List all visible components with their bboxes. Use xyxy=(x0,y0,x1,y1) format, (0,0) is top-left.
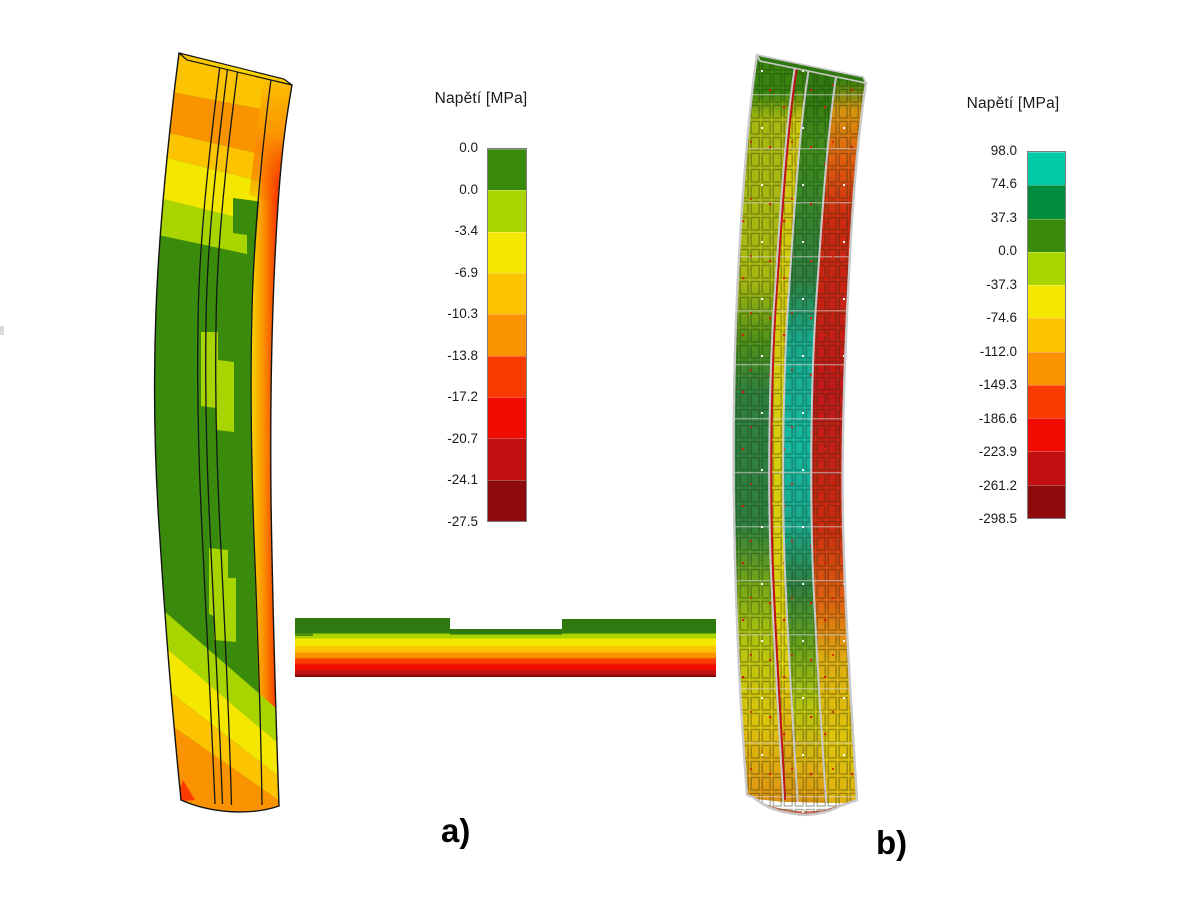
colorbar-b-band xyxy=(1028,185,1065,219)
stress-column-b xyxy=(732,53,868,817)
colorbar-a-tick: -17.2 xyxy=(447,389,478,405)
column-b-top-cap xyxy=(755,53,868,85)
subfigure-label-b: b) xyxy=(876,824,908,861)
colorbar-b-band xyxy=(1028,218,1065,252)
colorbar-a-tick: -10.3 xyxy=(447,306,478,322)
column-b-wireframe xyxy=(732,53,868,817)
colorbar-a-band xyxy=(488,190,526,232)
colorbar-b-band xyxy=(1028,251,1065,286)
colorbar-a-band xyxy=(488,396,526,439)
column-a-contours xyxy=(154,53,293,812)
legend-b-title: Napětí [MPa] xyxy=(966,95,1060,112)
legend-a-title: Napětí [MPa] xyxy=(434,90,528,107)
colorbar-b-band xyxy=(1028,484,1065,518)
column-b-red-rebar-line xyxy=(770,67,798,801)
colorbar-a-band xyxy=(488,355,526,397)
legend-b-colorbar xyxy=(1027,151,1066,519)
colorbar-b-tick: -149.3 xyxy=(978,377,1017,393)
colorbar-a-band xyxy=(488,149,526,191)
stray-edge-mark xyxy=(0,326,4,335)
colorbar-b-band xyxy=(1028,384,1065,419)
colorbar-b-tick: -37.3 xyxy=(986,276,1017,292)
colorbar-a-tick: -27.5 xyxy=(447,514,478,529)
colorbar-a-tick: -13.8 xyxy=(447,347,478,363)
colorbar-b-band xyxy=(1028,152,1065,186)
colorbar-a-tick: -3.4 xyxy=(454,223,478,239)
colorbar-b-tick: 37.3 xyxy=(990,209,1017,225)
colorbar-b-tick: -74.6 xyxy=(986,310,1017,326)
colorbar-a-band xyxy=(488,314,526,356)
colorbar-a-tick: -20.7 xyxy=(447,430,478,446)
colorbar-b-band xyxy=(1028,318,1065,352)
column-b-mesh-regions xyxy=(733,55,866,815)
colorbar-b-tick: -261.2 xyxy=(978,477,1017,493)
subfigure-label-a: a) xyxy=(441,812,471,849)
legend-a-colorbar xyxy=(487,148,527,522)
colorbar-b-band xyxy=(1028,351,1065,385)
colorbar-b-tick: -223.9 xyxy=(978,444,1017,460)
colorbar-a-band xyxy=(488,438,526,480)
colorbar-a-tick: -24.1 xyxy=(447,472,478,488)
colorbar-a-tick: 0.0 xyxy=(459,181,478,197)
colorbar-b-band xyxy=(1028,285,1065,319)
colorbar-b-tick: -298.5 xyxy=(978,511,1017,526)
column-a-outline xyxy=(153,52,293,813)
colorbar-a-band xyxy=(488,479,526,521)
colorbar-b-tick: 74.6 xyxy=(990,176,1017,192)
colorbar-b-band xyxy=(1028,451,1065,485)
column-a-top-cap xyxy=(178,52,293,86)
colorbar-b-band xyxy=(1028,418,1065,452)
section-strip-a xyxy=(295,618,716,677)
colorbar-b-tick: -186.6 xyxy=(978,410,1017,426)
colorbar-b-tick: -112.0 xyxy=(979,343,1017,359)
colorbar-a-tick: 0.0 xyxy=(459,140,478,155)
colorbar-a-tick: -6.9 xyxy=(454,264,478,280)
colorbar-a-band xyxy=(488,231,526,273)
colorbar-b-tick: 98.0 xyxy=(990,143,1017,158)
colorbar-b-tick: 0.0 xyxy=(998,243,1017,259)
stress-column-a xyxy=(153,52,716,813)
colorbar-a-band xyxy=(488,272,526,315)
